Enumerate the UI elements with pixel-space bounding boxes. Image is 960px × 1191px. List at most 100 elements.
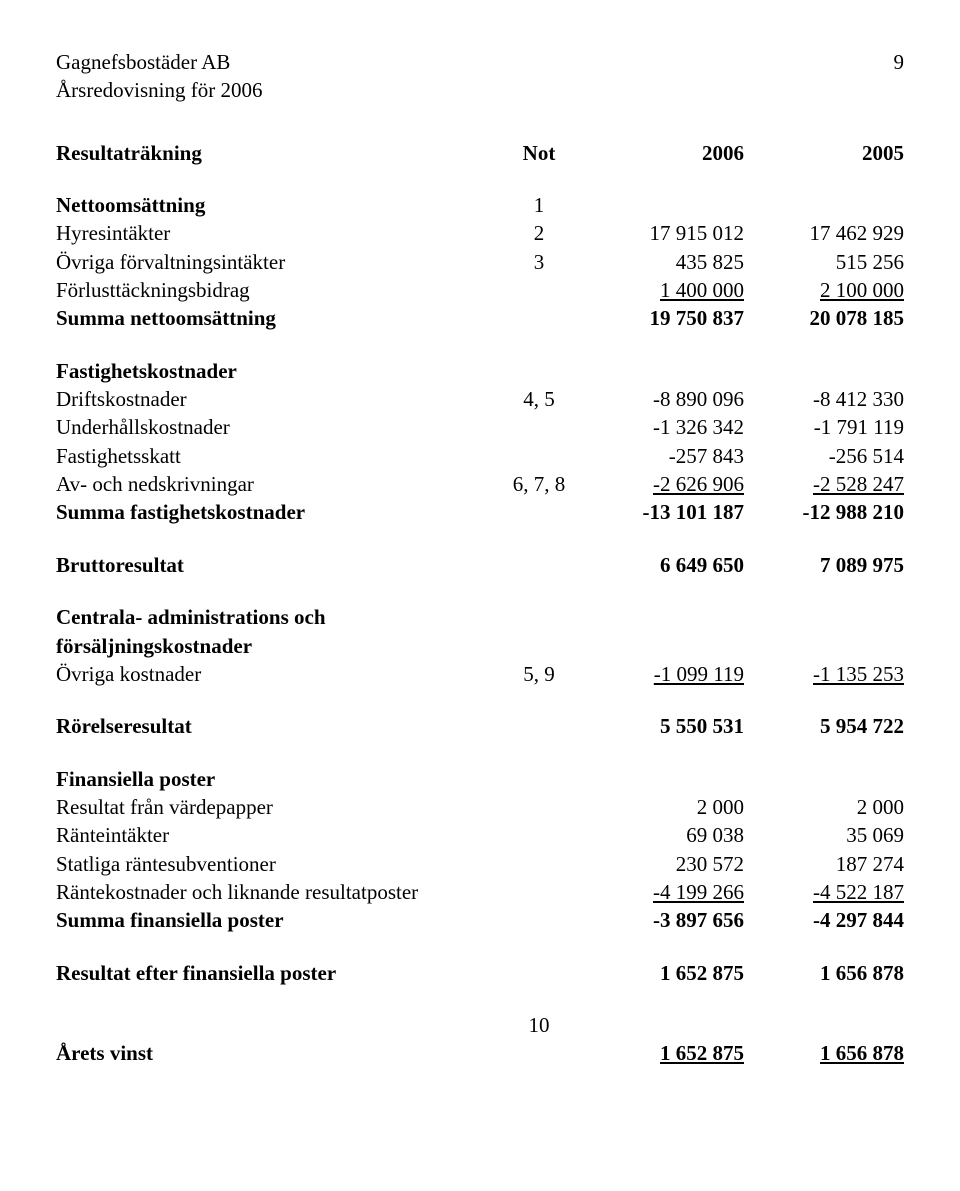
cell-2005: -256 514 xyxy=(744,442,904,470)
cell-2005: 1 656 878 xyxy=(744,1039,904,1067)
table-row: Summa nettoomsättning 19 750 837 20 078 … xyxy=(56,304,904,332)
cell-2006: -13 101 187 xyxy=(584,498,744,526)
cell-2006: -257 843 xyxy=(584,442,744,470)
cell-label: Summa fastighetskostnader xyxy=(56,498,494,526)
cell-label: Resultat efter finansiella poster xyxy=(56,959,494,987)
cell-2005: 2 000 xyxy=(744,793,904,821)
cell-label: Summa finansiella poster xyxy=(56,906,494,934)
cell-2005: -2 528 247 xyxy=(744,470,904,498)
cell-2005: -1 135 253 xyxy=(744,660,904,688)
table-row: Övriga förvaltningsintäkter 3 435 825 51… xyxy=(56,248,904,276)
cell-2006: 19 750 837 xyxy=(584,304,744,332)
cell-2005: 187 274 xyxy=(744,850,904,878)
cell-label: Räntekostnader och liknande resultatpost… xyxy=(56,878,494,906)
cell-2005: 1 656 878 xyxy=(744,959,904,987)
table-row: Årets vinst 1 652 875 1 656 878 xyxy=(56,1039,904,1067)
cell-2005: -4 297 844 xyxy=(744,906,904,934)
cell-not: 1 xyxy=(494,191,584,219)
table-row: Hyresintäkter 2 17 915 012 17 462 929 xyxy=(56,219,904,247)
col-header-2006: 2006 xyxy=(584,139,744,167)
table-row: Summa fastighetskostnader -13 101 187 -1… xyxy=(56,498,904,526)
cell-2006: 1 400 000 xyxy=(584,276,744,304)
cell-2005: 7 089 975 xyxy=(744,551,904,579)
cell-label: Rörelseresultat xyxy=(56,712,494,740)
cell-2006: -2 626 906 xyxy=(584,470,744,498)
table-row: Fastighetskostnader xyxy=(56,357,904,385)
cell-2006: 435 825 xyxy=(584,248,744,276)
cell-2005: 515 256 xyxy=(744,248,904,276)
page-header: Gagnefsbostäder AB 9 Årsredovisning för … xyxy=(56,48,904,105)
cell-2005: -1 791 119 xyxy=(744,413,904,441)
cell-label: Förlusttäckningsbidrag xyxy=(56,276,494,304)
cell-label: Övriga kostnader xyxy=(56,660,494,688)
cell-label: Årets vinst xyxy=(56,1039,494,1067)
table-row: Centrala- administrations och xyxy=(56,603,904,631)
column-header-row: Resultaträkning Not 2006 2005 xyxy=(56,139,904,167)
cell-2006: 17 915 012 xyxy=(584,219,744,247)
table-row: Bruttoresultat 6 649 650 7 089 975 xyxy=(56,551,904,579)
cell-2005: -4 522 187 xyxy=(744,878,904,906)
subsection-heading: Finansiella poster xyxy=(56,765,494,793)
cell-2006: 5 550 531 xyxy=(584,712,744,740)
cell-2006: -4 199 266 xyxy=(584,878,744,906)
cell-2006: 2 000 xyxy=(584,793,744,821)
cell-label: Statliga räntesubventioner xyxy=(56,850,494,878)
cell-label: Övriga förvaltningsintäkter xyxy=(56,248,494,276)
note-ref: 10 xyxy=(494,1011,584,1039)
table-row: Driftskostnader 4, 5 -8 890 096 -8 412 3… xyxy=(56,385,904,413)
cell-not: 3 xyxy=(494,248,584,276)
cell-not: 5, 9 xyxy=(494,660,584,688)
cell-2006: 6 649 650 xyxy=(584,551,744,579)
cell-2005: 17 462 929 xyxy=(744,219,904,247)
table-row: Räntekostnader och liknande resultatpost… xyxy=(56,878,904,906)
cell-not: 6, 7, 8 xyxy=(494,470,584,498)
cell-label: Underhållskostnader xyxy=(56,413,494,441)
table-row: försäljningskostnader xyxy=(56,632,904,660)
table-row: Nettoomsättning 1 xyxy=(56,191,904,219)
table-row: Fastighetsskatt -257 843 -256 514 xyxy=(56,442,904,470)
cell-2005: 5 954 722 xyxy=(744,712,904,740)
cell-2005: 2 100 000 xyxy=(744,276,904,304)
section-title: Resultaträkning xyxy=(56,139,494,167)
table-row: Förlusttäckningsbidrag 1 400 000 2 100 0… xyxy=(56,276,904,304)
cell-not: 2 xyxy=(494,219,584,247)
table-row: Underhållskostnader -1 326 342 -1 791 11… xyxy=(56,413,904,441)
table-row: Finansiella poster xyxy=(56,765,904,793)
cell-label: Summa nettoomsättning xyxy=(56,304,494,332)
cell-2006: -1 099 119 xyxy=(584,660,744,688)
cell-2005: 35 069 xyxy=(744,821,904,849)
table-row: Statliga räntesubventioner 230 572 187 2… xyxy=(56,850,904,878)
cell-label: Resultat från värdepapper xyxy=(56,793,494,821)
subsection-heading: Nettoomsättning xyxy=(56,191,494,219)
table-row: Av- och nedskrivningar 6, 7, 8 -2 626 90… xyxy=(56,470,904,498)
table-row: Ränteintäkter 69 038 35 069 xyxy=(56,821,904,849)
cell-2005: -12 988 210 xyxy=(744,498,904,526)
table-row: Summa finansiella poster -3 897 656 -4 2… xyxy=(56,906,904,934)
cell-label: Av- och nedskrivningar xyxy=(56,470,494,498)
report-subtitle: Årsredovisning för 2006 xyxy=(56,76,904,104)
cell-label: Bruttoresultat xyxy=(56,551,494,579)
table-row: Övriga kostnader 5, 9 -1 099 119 -1 135 … xyxy=(56,660,904,688)
cell-2006: -8 890 096 xyxy=(584,385,744,413)
cell-2006: 1 652 875 xyxy=(584,1039,744,1067)
cell-not: 4, 5 xyxy=(494,385,584,413)
cell-label: Ränteintäkter xyxy=(56,821,494,849)
subsection-heading: försäljningskostnader xyxy=(56,632,494,660)
cell-label: Hyresintäkter xyxy=(56,219,494,247)
subsection-heading: Centrala- administrations och xyxy=(56,603,494,631)
cell-label: Fastighetsskatt xyxy=(56,442,494,470)
cell-2006: 69 038 xyxy=(584,821,744,849)
cell-2006: 230 572 xyxy=(584,850,744,878)
col-header-not: Not xyxy=(494,139,584,167)
table-row: 10 xyxy=(56,1011,904,1039)
cell-2005: 20 078 185 xyxy=(744,304,904,332)
table-row: Rörelseresultat 5 550 531 5 954 722 xyxy=(56,712,904,740)
cell-2005: -8 412 330 xyxy=(744,385,904,413)
table-row: Resultat från värdepapper 2 000 2 000 xyxy=(56,793,904,821)
cell-2006: -3 897 656 xyxy=(584,906,744,934)
cell-2006: 1 652 875 xyxy=(584,959,744,987)
page-number: 9 xyxy=(894,48,905,76)
company-name: Gagnefsbostäder AB xyxy=(56,48,230,76)
table-row: Resultat efter finansiella poster 1 652 … xyxy=(56,959,904,987)
col-header-2005: 2005 xyxy=(744,139,904,167)
